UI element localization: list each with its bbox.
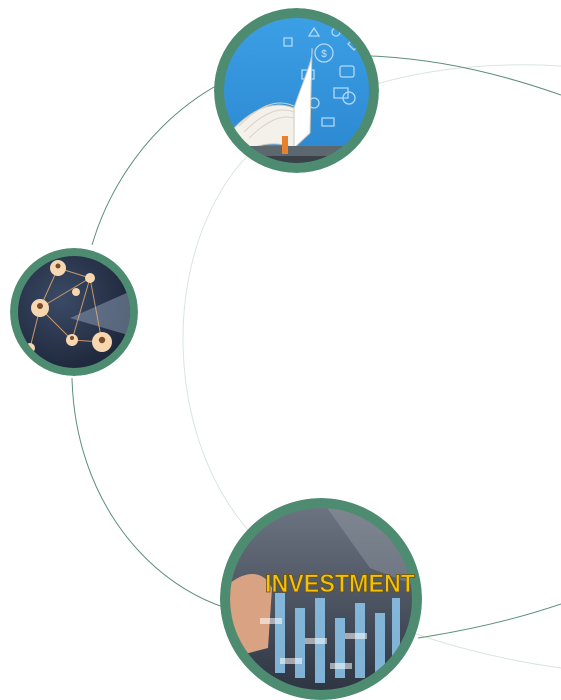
book-icon: $	[214, 8, 379, 173]
investment-node: INVESTMENT	[220, 498, 422, 700]
network-icon	[10, 248, 138, 376]
svg-text:$: $	[321, 49, 327, 60]
book-node: $	[214, 8, 379, 173]
investment-banner: INVESTMENT	[265, 570, 415, 598]
network-node	[10, 248, 138, 376]
chart-icon: INVESTMENT	[220, 498, 422, 700]
